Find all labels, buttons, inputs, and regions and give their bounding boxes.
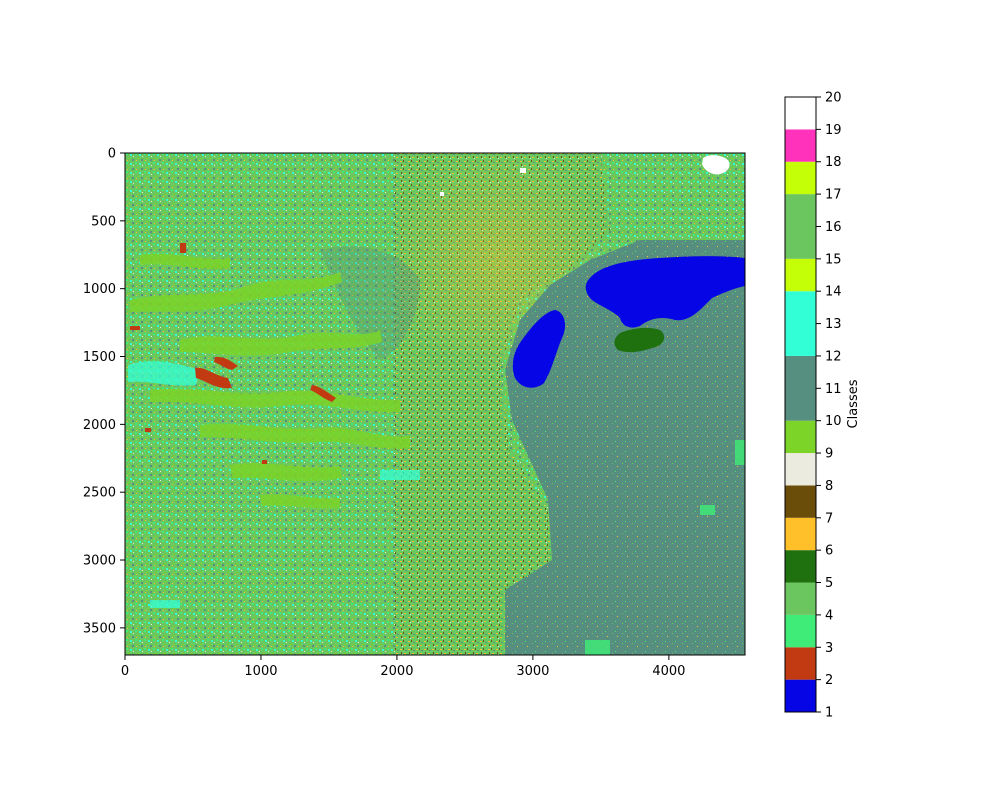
map-class-5-patch <box>614 327 665 353</box>
colorbar-band <box>785 485 816 518</box>
y-tick-label: 1000 <box>83 282 116 297</box>
colorbar-tick-label: 18 <box>825 155 842 170</box>
colorbar-tick-label: 10 <box>825 414 842 429</box>
colorbar-band <box>785 97 816 130</box>
map-class-12-patches <box>128 361 420 608</box>
x-axis: 0 1000 2000 3000 4000 <box>121 655 685 679</box>
colorbar-band <box>785 129 816 162</box>
y-tick-label: 0 <box>108 147 116 162</box>
colorbar-band <box>785 647 816 680</box>
x-tick-label: 4000 <box>652 664 685 679</box>
classification-map <box>125 153 745 655</box>
colorbar-band <box>785 258 816 292</box>
y-axis: 0 500 1000 1500 2000 2500 3000 3500 <box>83 147 125 636</box>
colorbar-tick-label: 4 <box>825 608 833 623</box>
colorbar-band <box>785 291 816 356</box>
map-frame <box>124 152 746 656</box>
colorbar-tick-label: 13 <box>825 317 842 332</box>
y-tick-label: 2000 <box>83 418 116 433</box>
map-region-class-10 <box>505 240 745 655</box>
map-water-body-west <box>512 310 566 388</box>
map-class-20-patches <box>440 155 730 196</box>
x-tick-label: 3000 <box>516 664 549 679</box>
colorbar-tick-label: 12 <box>825 349 842 364</box>
colorbar-band <box>785 161 816 195</box>
colorbar-tick-label: 8 <box>825 479 833 494</box>
x-tick-label: 2000 <box>380 664 413 679</box>
colorbar-tick-label: 15 <box>825 252 842 267</box>
colorbar-band <box>785 420 816 454</box>
colorbar-tick-label: 16 <box>825 220 842 235</box>
colorbar-tick-label: 6 <box>825 544 833 559</box>
colorbar-tick-label: 2 <box>825 673 833 688</box>
y-tick-label: 3500 <box>83 621 116 636</box>
colorbar-band <box>785 679 816 712</box>
colorbar-tick-label: 17 <box>825 188 842 203</box>
map-water-body-east <box>585 256 745 328</box>
colorbar-band <box>785 453 816 486</box>
colorbar-frame <box>784 96 817 713</box>
colorbar-bands <box>785 97 816 712</box>
colorbar-label: Classes <box>846 379 861 428</box>
colorbar-tick-label: 1 <box>825 706 833 721</box>
colorbar-tick-label: 19 <box>825 123 842 138</box>
colorbar-band <box>785 614 816 648</box>
colorbar-tick-label: 14 <box>825 285 842 300</box>
colorbar-band <box>785 550 816 583</box>
map-class-2-patches <box>130 243 336 464</box>
colorbar-band <box>785 582 816 615</box>
colorbar-band <box>785 355 816 421</box>
colorbar-band <box>785 517 816 551</box>
colorbar-tick-label: 11 <box>825 382 842 397</box>
colorbar-tick-label: 7 <box>825 511 833 526</box>
y-tick-label: 2500 <box>83 486 116 501</box>
colorbar-tick-label: 9 <box>825 447 833 462</box>
colorbar-tick-label: 5 <box>825 576 833 591</box>
y-tick-label: 500 <box>91 214 116 229</box>
y-tick-label: 1500 <box>83 350 116 365</box>
map-class-4-patches <box>585 440 745 655</box>
map-class-9-streaks <box>130 253 410 509</box>
colorbar-tick-label: 3 <box>825 641 833 656</box>
x-tick-label: 0 <box>121 664 129 679</box>
map-region-class-10-band <box>320 246 420 360</box>
x-tick-label: 1000 <box>244 664 277 679</box>
colorbar-tick-label: 20 <box>825 91 842 106</box>
y-tick-label: 3000 <box>83 554 116 569</box>
colorbar-band <box>785 194 816 259</box>
